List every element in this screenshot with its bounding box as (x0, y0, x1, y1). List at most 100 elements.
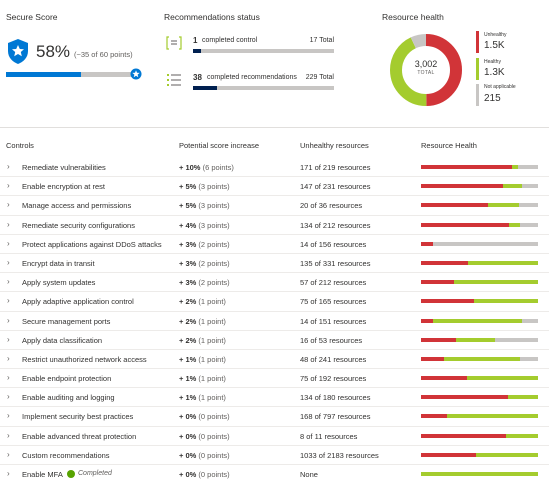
completed-recommendations-count: 38 (193, 73, 202, 82)
potential-score-percent: + 4% (179, 220, 197, 230)
chevron-right-icon[interactable]: › (7, 257, 10, 267)
legend-healthy-label: Healthy (484, 59, 501, 65)
table-row[interactable]: › Remediate vulnerabilities + 10% (6 point… (0, 158, 549, 178)
recommendations-progress (193, 86, 334, 90)
table-row[interactable]: › Apply adaptive application control + 2% … (0, 292, 549, 312)
recommendations-progress-fill (193, 86, 217, 90)
controls-table-header: Controls Potential score increase Unheal… (0, 136, 549, 156)
unhealthy-resources: 57 of 212 resources (300, 278, 367, 288)
unhealthy-resources: None (300, 470, 318, 479)
health-bar-healthy (507, 395, 538, 400)
chevron-right-icon[interactable]: › (7, 392, 10, 402)
table-row[interactable]: › Enable MFA Completed + 0% (0 points) None (0, 465, 549, 482)
table-row[interactable]: › Apply data classification + 2% (1 point)… (0, 331, 549, 350)
secure-score-title: Secure Score (6, 12, 58, 22)
table-row[interactable]: › Implement security best practices + 0% (… (0, 407, 549, 427)
control-name: Enable auditing and logging (22, 393, 115, 403)
table-row[interactable]: › Manage access and permissions + 5% (3 po… (0, 196, 549, 216)
controls-progress-fill (193, 49, 202, 53)
potential-score-points: (1 point) (198, 393, 226, 403)
recommendations-list-icon (167, 74, 181, 86)
table-row[interactable]: › Encrypt data in transit + 3% (2 points) 1… (0, 254, 549, 274)
chevron-right-icon[interactable]: › (7, 200, 10, 210)
health-bar-healthy (421, 472, 538, 476)
donut-segment-healthy[interactable] (390, 34, 462, 106)
table-row[interactable]: › Enable auditing and logging + 1% (1 poin… (0, 388, 549, 408)
health-bar-healthy (508, 222, 521, 227)
chevron-right-icon[interactable]: › (7, 469, 10, 478)
donut-segment-not-applicable[interactable] (390, 34, 462, 106)
completed-controls-label: completed control (202, 37, 258, 44)
health-bar-healthy (487, 203, 520, 208)
table-row[interactable]: › Enable advanced threat protection + 0% (… (0, 427, 549, 446)
resource-health-bar (421, 203, 538, 208)
control-name: Enable advanced threat protection (22, 431, 137, 441)
chevron-right-icon[interactable]: › (7, 238, 10, 248)
health-bar-unhealthy (421, 433, 507, 438)
potential-score-points: (6 points) (202, 163, 234, 172)
resource-health-bar (421, 337, 538, 342)
resource-health-bar (421, 395, 538, 400)
unhealthy-resources: 171 of 219 resources (300, 163, 371, 172)
controls-icon (166, 36, 182, 50)
potential-score-points: (3 points) (198, 182, 230, 192)
health-bar-unhealthy (421, 260, 468, 265)
health-bar-healthy (467, 260, 538, 265)
table-row[interactable]: › Enable endpoint protection + 1% (1 point… (0, 369, 549, 389)
potential-score-percent: + 2% (179, 316, 197, 326)
unhealthy-resources: 48 of 241 resources (300, 354, 367, 364)
legend-not-applicable-label: Not applicable (484, 84, 516, 90)
control-name: Remediate vulnerabilities (22, 163, 106, 172)
health-bar-not-applicable (521, 318, 538, 323)
chevron-right-icon[interactable]: › (7, 353, 10, 363)
potential-score: + 3% (2 points) (179, 278, 230, 287)
column-header-controls[interactable]: Controls (6, 141, 34, 150)
potential-score-percent: + 5% (179, 201, 197, 211)
chevron-right-icon[interactable]: › (7, 430, 10, 440)
summary-header: Secure Score 58% (~35 of 60 points) Reco… (0, 0, 549, 122)
table-row[interactable]: › Restrict unauthorized network access + 1… (0, 350, 549, 370)
chevron-right-icon[interactable]: › (7, 296, 10, 306)
chevron-right-icon[interactable]: › (7, 219, 10, 229)
potential-score-percent: + 0% (179, 470, 197, 479)
potential-score: + 1% (1 point) (179, 393, 226, 402)
resource-health-donut[interactable] (388, 32, 464, 108)
health-bar-unhealthy (421, 280, 454, 285)
table-row[interactable]: › Protect applications against DDoS attac… (0, 235, 549, 254)
table-row[interactable]: › Enable encryption at rest + 5% (3 points… (0, 177, 549, 197)
table-row[interactable]: › Custom recommendations + 0% (0 points) 10… (0, 446, 549, 465)
potential-score-points: (1 point) (198, 374, 226, 384)
column-header-resource-health[interactable]: Resource Health (421, 141, 477, 150)
legend-healthy-swatch (476, 58, 479, 80)
unhealthy-resources: 147 of 231 resources (300, 182, 371, 192)
chevron-right-icon[interactable]: › (7, 411, 10, 421)
chevron-right-icon[interactable]: › (7, 449, 10, 459)
resource-health-bar (421, 222, 538, 227)
controls-table-body: › Remediate vulnerabilities + 10% (6 point… (0, 158, 549, 482)
health-bar-not-applicable (520, 356, 538, 361)
table-row[interactable]: › Remediate security configurations + 4% (… (0, 216, 549, 235)
chevron-right-icon[interactable]: › (7, 334, 10, 344)
table-row[interactable]: › Apply system updates + 3% (2 points) 57 o… (0, 273, 549, 293)
control-name: Restrict unauthorized network access (22, 354, 147, 364)
column-header-unhealthy-resources[interactable]: Unhealthy resources (300, 141, 369, 150)
potential-score: + 1% (1 point) (179, 355, 226, 364)
health-bar-not-applicable (518, 165, 538, 169)
chevron-right-icon[interactable]: › (7, 373, 10, 383)
resource-health-bar (421, 184, 538, 189)
health-bar-healthy (473, 299, 538, 304)
chevron-right-icon[interactable]: › (7, 162, 10, 171)
health-bar-unhealthy (421, 356, 445, 361)
table-row[interactable]: › Secure management ports + 2% (1 point) 14… (0, 312, 549, 331)
potential-score: + 3% (2 points) (179, 259, 230, 268)
chevron-right-icon[interactable]: › (7, 277, 10, 287)
health-bar-unhealthy (421, 337, 457, 342)
chevron-right-icon[interactable]: › (7, 315, 10, 325)
control-name: Enable MFA (22, 470, 63, 479)
unhealthy-resources: 168 of 797 resources (300, 412, 371, 422)
resource-health-bar (421, 318, 538, 323)
chevron-right-icon[interactable]: › (7, 181, 10, 191)
health-bar-healthy (512, 165, 519, 169)
recommendations-status-title: Recommendations status (164, 12, 260, 22)
column-header-potential-score[interactable]: Potential score increase (179, 141, 260, 150)
